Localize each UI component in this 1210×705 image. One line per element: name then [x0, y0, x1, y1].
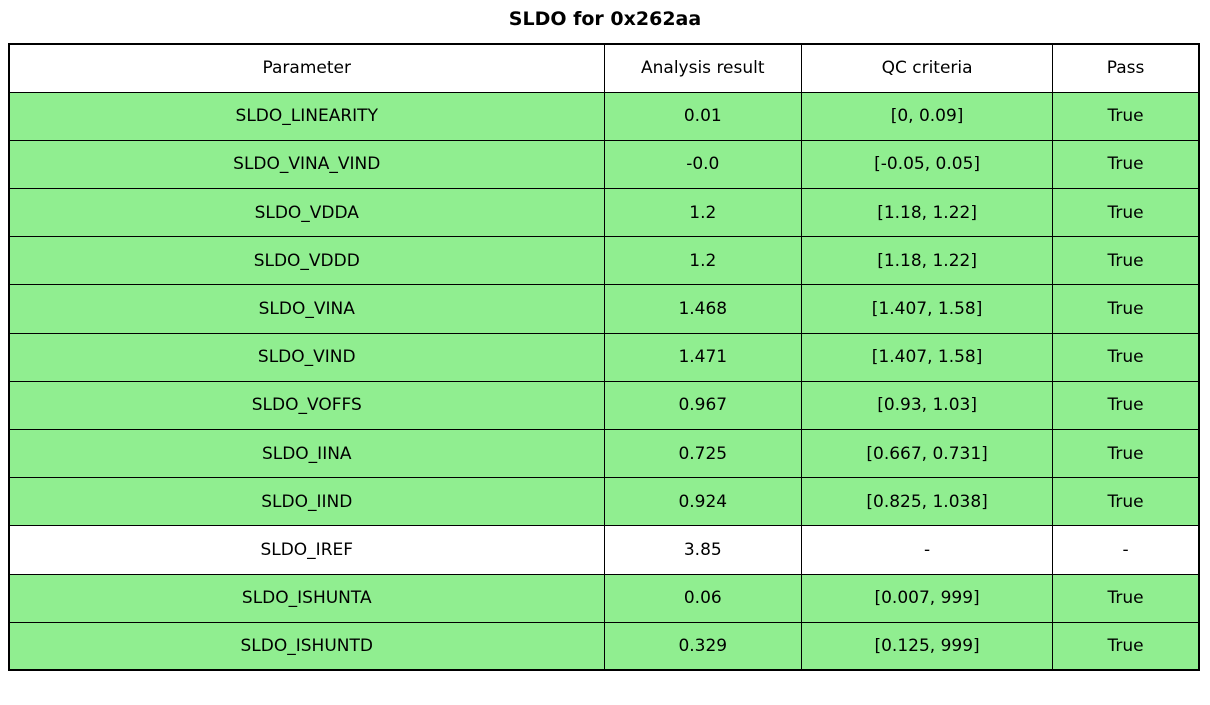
table-row: SLDO_VDDD 1.2 [1.18, 1.22] True [8, 236, 1200, 286]
table-row: SLDO_LINEARITY 0.01 [0, 0.09] True [8, 91, 1200, 141]
parameter-cell: SLDO_LINEARITY [8, 91, 605, 141]
analysis-result-cell: 1.471 [603, 332, 803, 382]
parameter-cell: SLDO_VIND [8, 332, 605, 382]
table-row: SLDO_IINA 0.725 [0.667, 0.731] True [8, 428, 1200, 479]
col-header-qc-criteria: QC criteria [801, 43, 1054, 93]
analysis-result-cell: 0.329 [603, 621, 803, 671]
parameter-cell: SLDO_VINA [8, 284, 605, 334]
parameter-cell: SLDO_VDDD [8, 236, 605, 286]
table-row: SLDO_VINA_VIND -0.0 [-0.05, 0.05] True [8, 139, 1200, 190]
qc-criteria-cell: [1.407, 1.58] [801, 332, 1054, 382]
col-header-parameter: Parameter [8, 43, 605, 93]
analysis-result-cell: 0.924 [603, 477, 803, 527]
qc-criteria-cell: [0.125, 999] [801, 621, 1054, 671]
table-row: SLDO_IIND 0.924 [0.825, 1.038] True [8, 477, 1200, 527]
table-row: SLDO_VINA 1.468 [1.407, 1.58] True [8, 284, 1200, 334]
pass-cell: True [1052, 621, 1200, 671]
pass-cell: True [1052, 477, 1200, 527]
analysis-result-cell: 3.85 [603, 525, 803, 575]
table-row: SLDO_ISHUNTA 0.06 [0.007, 999] True [8, 573, 1200, 623]
qc-criteria-cell: [1.407, 1.58] [801, 284, 1054, 334]
parameter-cell: SLDO_IINA [8, 428, 605, 479]
qc-criteria-cell: [-0.05, 0.05] [801, 139, 1054, 190]
pass-cell: True [1052, 188, 1200, 238]
analysis-result-cell: 0.725 [603, 428, 803, 479]
parameter-cell: SLDO_IREF [8, 525, 605, 575]
pass-cell: True [1052, 573, 1200, 623]
qc-table-body: SLDO_LINEARITY 0.01 [0, 0.09] True SLDO_VINA… [8, 91, 1200, 671]
pass-cell: True [1052, 284, 1200, 334]
parameter-cell: SLDO_VOFFS [8, 380, 605, 431]
pass-cell: True [1052, 332, 1200, 382]
qc-criteria-cell: - [801, 525, 1054, 575]
qc-criteria-cell: [0.93, 1.03] [801, 380, 1054, 431]
parameter-cell: SLDO_VINA_VIND [8, 139, 605, 190]
analysis-result-cell: 0.01 [603, 91, 803, 141]
table-row: SLDO_VDDA 1.2 [1.18, 1.22] True [8, 188, 1200, 238]
col-header-analysis-result: Analysis result [603, 43, 803, 93]
parameter-cell: SLDO_ISHUNTA [8, 573, 605, 623]
parameter-cell: SLDO_VDDA [8, 188, 605, 238]
qc-criteria-cell: [0.667, 0.731] [801, 428, 1054, 479]
analysis-result-cell: 1.2 [603, 236, 803, 286]
table-row: SLDO_VOFFS 0.967 [0.93, 1.03] True [8, 380, 1200, 431]
qc-criteria-cell: [0, 0.09] [801, 91, 1054, 141]
analysis-result-cell: -0.0 [603, 139, 803, 190]
pass-cell: - [1052, 525, 1200, 575]
analysis-result-cell: 1.468 [603, 284, 803, 334]
parameter-cell: SLDO_ISHUNTD [8, 621, 605, 671]
qc-criteria-cell: [1.18, 1.22] [801, 188, 1054, 238]
pass-cell: True [1052, 428, 1200, 479]
analysis-result-cell: 0.967 [603, 380, 803, 431]
qc-criteria-cell: [0.825, 1.038] [801, 477, 1054, 527]
pass-cell: True [1052, 236, 1200, 286]
parameter-cell: SLDO_IIND [8, 477, 605, 527]
page-title: SLDO for 0x262aa [508, 8, 702, 30]
qc-table: Parameter Analysis result QC criteria Pa… [8, 43, 1200, 672]
table-row: SLDO_VIND 1.471 [1.407, 1.58] True [8, 332, 1200, 382]
table-row: SLDO_IREF 3.85- - [8, 525, 1200, 575]
pass-cell: True [1052, 91, 1200, 141]
analysis-result-cell: 0.06 [603, 573, 803, 623]
qc-criteria-cell: [1.18, 1.22] [801, 236, 1054, 286]
pass-cell: True [1052, 139, 1200, 190]
qc-criteria-cell: [0.007, 999] [801, 573, 1054, 623]
analysis-result-cell: 1.2 [603, 188, 803, 238]
col-header-pass: Pass [1052, 43, 1200, 93]
pass-cell: True [1052, 380, 1200, 431]
header-row: Parameter Analysis result QC criteria Pa… [8, 43, 1200, 93]
table-row: SLDO_ISHUNTD 0.329 [0.125, 999] True [8, 621, 1200, 671]
